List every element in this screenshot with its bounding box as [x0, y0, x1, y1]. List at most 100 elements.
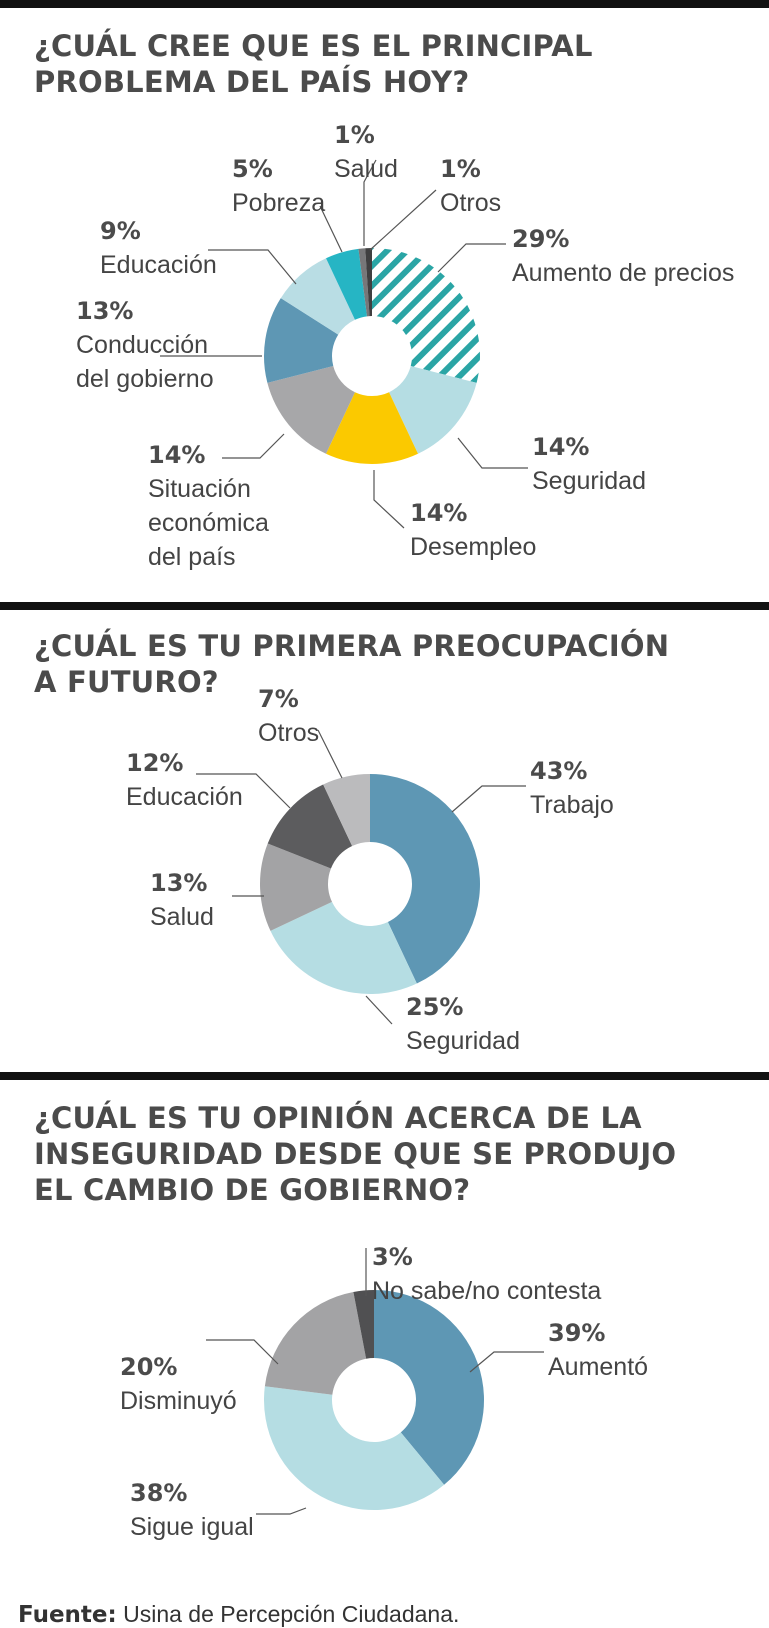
- chart1-leader-line-1: [457, 437, 528, 469]
- chart1-pct-desempleo: 14%: [410, 499, 468, 527]
- chart3-label-disminuyo: 20% Disminuyó: [120, 1350, 237, 1418]
- chart1-label-conduccion: 13% Conducción del gobierno: [76, 294, 214, 396]
- chart1-pct-aumento: 29%: [512, 225, 570, 253]
- chart2-leader-line-4: [317, 729, 343, 779]
- chart2-name-otros: Otros: [258, 719, 320, 747]
- chart2-pct-educacion: 12%: [126, 749, 184, 777]
- chart3-pct-disminuyo: 20%: [120, 1353, 178, 1381]
- chart1-pct-otros: 1%: [440, 155, 481, 183]
- chart3-name-disminuyo: Disminuyó: [120, 1387, 237, 1415]
- chart3-label-sigue: 38% Sigue igual: [130, 1476, 254, 1544]
- source-text: Usina de Percepción Ciudadana.: [116, 1601, 460, 1627]
- chart1-name-conduccion-2: del gobierno: [76, 365, 214, 393]
- chart1-pct-pobreza: 5%: [232, 155, 273, 183]
- chart1-label-aumento: 29% Aumento de precios: [512, 222, 734, 290]
- chart1-name-conduccion-1: Conducción: [76, 331, 209, 359]
- chart1-label-desempleo: 14% Desempleo: [410, 496, 536, 564]
- chart2-name-seguridad: Seguridad: [406, 1027, 520, 1055]
- chart3-title: ¿CUÁL ES TU OPINIÓN ACERCA DE LA INSEGUR…: [34, 1100, 676, 1208]
- source-note: Fuente: Usina de Percepción Ciudadana.: [18, 1601, 459, 1628]
- chart1-label-pobreza: 5% Pobreza: [232, 152, 325, 220]
- chart2-leader-line-0: [451, 785, 526, 813]
- chart1-slice-8: [365, 248, 372, 317]
- chart2-label-trabajo: 43% Trabajo: [530, 754, 614, 822]
- chart1-name-seguridad: Seguridad: [532, 467, 646, 495]
- chart2-title: ¿CUÁL ES TU PRIMERA PREOCUPACIÓN A FUTUR…: [34, 628, 669, 700]
- chart1-leader-line-5: [208, 249, 297, 285]
- chart2-slice-0: [370, 774, 480, 984]
- chart1-slice-7: [358, 248, 370, 317]
- chart3-slice-2: [264, 1291, 367, 1395]
- chart2-name-educacion: Educación: [126, 783, 243, 811]
- chart3-title-line2: INSEGURIDAD DESDE QUE SE PRODUJO: [34, 1137, 677, 1171]
- chart2-pct-trabajo: 43%: [530, 757, 588, 785]
- chart3-title-line3: EL CAMBIO DE GOBIERNO?: [34, 1173, 471, 1207]
- chart1-slice-3: [267, 365, 355, 454]
- chart1-pct-situacion: 14%: [148, 441, 206, 469]
- chart1-leader-line-3: [222, 433, 285, 459]
- chart1-label-educacion: 9% Educación: [100, 214, 217, 282]
- chart3-slice-1: [263, 1386, 445, 1510]
- chart1-label-situacion: 14% Situación económica del país: [148, 438, 269, 574]
- chart2-leader-line-3: [196, 773, 291, 809]
- chart2-slice-3: [267, 784, 353, 869]
- chart1-name-situacion-3: del país: [148, 543, 236, 571]
- chart2-label-salud: 13% Salud: [150, 866, 214, 934]
- chart3-donut: [206, 1248, 544, 1515]
- chart2-donut: [196, 729, 526, 1025]
- chart3-name-nosabe: No sabe/no contesta: [372, 1277, 602, 1305]
- chart1-slice-6: [326, 248, 367, 320]
- chart1-leader-line-0: [437, 243, 506, 273]
- chart1-label-otros: 1% Otros: [440, 152, 501, 220]
- chart2-pct-seguridad: 25%: [406, 993, 464, 1021]
- chart1-slice-4: [263, 298, 339, 383]
- chart2-label-educacion: 12% Educación: [126, 746, 243, 814]
- chart3-label-nosabe: 3% No sabe/no contesta: [372, 1240, 601, 1308]
- chart3-label-aumento: 39% Aumentó: [548, 1316, 648, 1384]
- chart2-leader-line-1: [365, 995, 393, 1025]
- chart1-title-line2: PROBLEMA DEL PAÍS HOY?: [34, 65, 470, 99]
- chart1-name-situacion-2: económica: [148, 509, 269, 537]
- chart2-name-trabajo: Trabajo: [530, 791, 614, 819]
- chart1-leader-line-8: [369, 189, 437, 251]
- chart2-label-seguridad: 25% Seguridad: [406, 990, 520, 1058]
- chart3-title-line1: ¿CUÁL ES TU OPINIÓN ACERCA DE LA: [34, 1101, 642, 1135]
- chart1-leader-line-6: [319, 205, 343, 253]
- chart1-slice-0: [372, 248, 480, 383]
- chart3-leader-line-0: [469, 1351, 544, 1373]
- chart2-title-line1: ¿CUÁL ES TU PRIMERA PREOCUPACIÓN: [34, 629, 670, 663]
- chart1-leader-line-7: [363, 159, 377, 246]
- chart3-slice-0: [374, 1290, 485, 1485]
- section-divider-1: [0, 602, 769, 610]
- chart1-donut: [160, 159, 528, 529]
- chart1-name-educacion: Educación: [100, 251, 217, 279]
- top-rule: [0, 0, 769, 8]
- chart3-name-sigue: Sigue igual: [130, 1513, 254, 1541]
- chart3-pct-aumento: 39%: [548, 1319, 606, 1347]
- chart2-slice-2: [260, 843, 332, 931]
- chart3-leader-line-1: [256, 1507, 307, 1515]
- chart1-slice-5: [280, 258, 355, 335]
- chart2-name-salud: Salud: [150, 903, 214, 931]
- chart1-name-desempleo: Desempleo: [410, 533, 537, 561]
- chart3-pct-sigue: 38%: [130, 1479, 188, 1507]
- chart1-name-aumento: Aumento de precios: [512, 259, 735, 287]
- chart1-slice-2: [326, 392, 418, 464]
- section-divider-2: [0, 1072, 769, 1080]
- chart2-slice-4: [323, 774, 370, 846]
- chart1-pct-educacion: 9%: [100, 217, 141, 245]
- source-label: Fuente:: [18, 1602, 117, 1628]
- chart3-leader-line-2: [206, 1339, 279, 1365]
- chart1-leader-line-2: [373, 470, 405, 529]
- chart1-pct-conduccion: 13%: [76, 297, 134, 325]
- chart3-name-aumento: Aumentó: [548, 1353, 649, 1381]
- chart3-slice-3: [353, 1290, 374, 1359]
- chart1-name-salud: Salud: [334, 155, 398, 183]
- chart1-pct-seguridad: 14%: [532, 433, 590, 461]
- chart2-title-line2: A FUTURO?: [34, 665, 219, 699]
- chart1-title: ¿CUÁL CREE QUE ES EL PRINCIPAL PROBLEMA …: [34, 28, 593, 100]
- chart1-name-otros: Otros: [440, 189, 502, 217]
- chart1-slice-1: [389, 365, 477, 454]
- chart1-label-salud: 1% Salud: [334, 118, 398, 186]
- chart1-name-situacion-1: Situación: [148, 475, 251, 503]
